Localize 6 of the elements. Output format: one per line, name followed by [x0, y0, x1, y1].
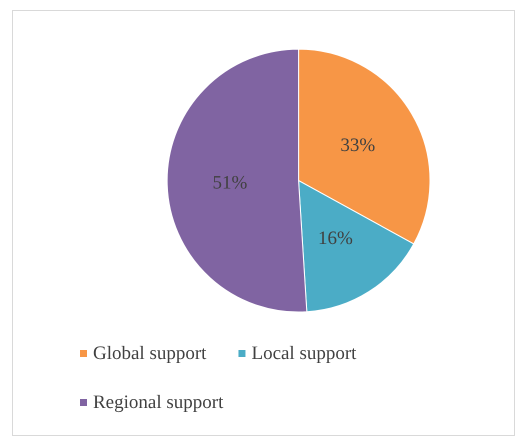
legend-label: Regional support: [93, 392, 224, 413]
legend-label: Local support: [251, 343, 358, 364]
data-label: 51%: [212, 172, 248, 194]
legend-label: Global support: [93, 343, 208, 364]
data-label: 16%: [318, 228, 353, 250]
data-label: 33%: [340, 135, 376, 156]
